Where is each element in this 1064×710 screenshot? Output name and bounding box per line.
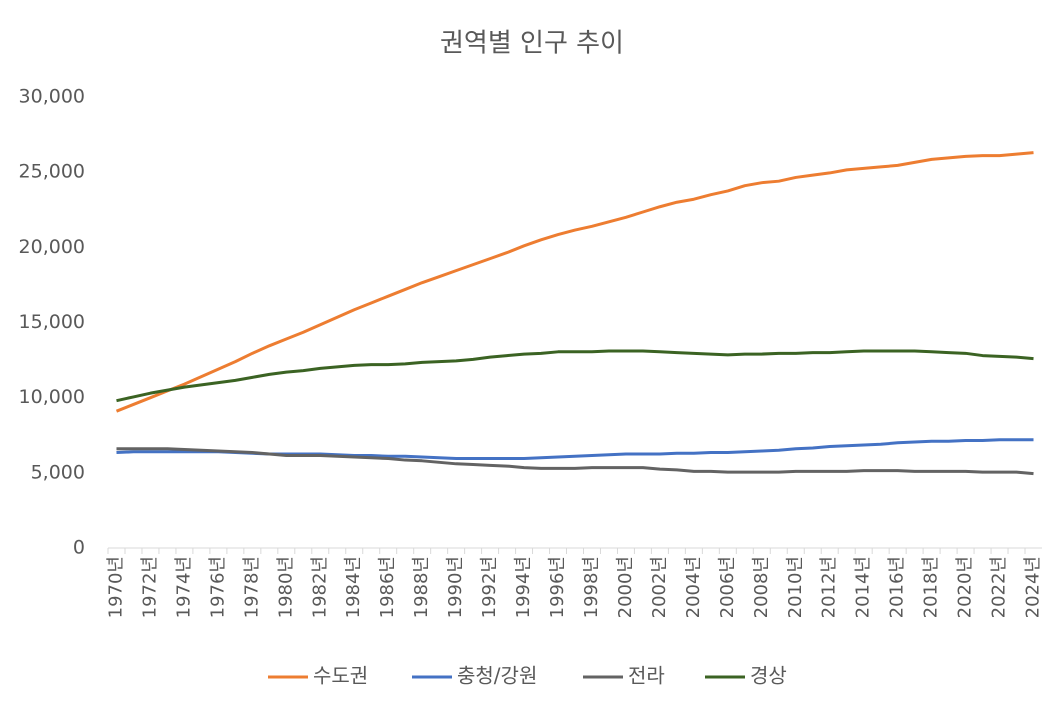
x-tick-label: 2008년: [751, 556, 772, 618]
x-tick-label: 2002년: [649, 556, 670, 618]
x-tick-label: 2024년: [1023, 556, 1044, 618]
x-tick-label: 2004년: [683, 556, 704, 618]
x-tick-label: 1986년: [377, 556, 398, 618]
x-tick-label: 2006년: [717, 556, 738, 618]
legend-label: 전라: [628, 664, 665, 688]
x-tick-label: 2018년: [921, 556, 942, 618]
x-tick-label: 1994년: [513, 556, 534, 618]
x-tick-label: 2010년: [785, 556, 806, 618]
x-tick-label: 1980년: [275, 556, 296, 618]
x-tick-label: 1990년: [445, 556, 466, 618]
y-tick-label: 20,000: [19, 236, 85, 258]
x-tick-label: 1974년: [173, 556, 194, 618]
y-tick-label: 5,000: [31, 461, 85, 483]
legend-label: 수도권: [313, 664, 368, 688]
y-tick-label: 0: [73, 537, 85, 559]
series-line: [115, 151, 1034, 413]
x-tick-label: 1970년: [105, 556, 126, 618]
x-tick-label: 2016년: [887, 556, 908, 618]
x-tick-label: 2022년: [989, 556, 1010, 618]
x-tick-label: 2020년: [955, 556, 976, 618]
series-line: [116, 349, 1034, 403]
x-tick-label: 1982년: [309, 556, 330, 618]
x-tick-label: 1998년: [581, 556, 602, 618]
x-tick-label: 2012년: [819, 556, 840, 618]
x-tick-label: 1988년: [411, 556, 432, 618]
series-line: [116, 447, 1034, 476]
series-line: [116, 438, 1034, 461]
x-tick-label: 1984년: [343, 556, 364, 618]
y-tick-label: 30,000: [19, 86, 85, 108]
legend-label: 경상: [750, 664, 787, 688]
chart-title: 권역별 인구 추이: [440, 29, 624, 59]
x-tick-label: 1996년: [547, 556, 568, 618]
y-tick-label: 25,000: [19, 161, 85, 183]
x-tick-label: 1972년: [139, 556, 160, 618]
x-tick-label: 1992년: [479, 556, 500, 618]
legend-label: 충청/강원: [457, 664, 537, 688]
x-tick-label: 2000년: [615, 556, 636, 618]
y-tick-label: 15,000: [19, 311, 85, 333]
x-tick-label: 1978년: [241, 556, 262, 618]
y-tick-label: 10,000: [19, 386, 85, 408]
x-tick-label: 2014년: [853, 556, 874, 618]
x-tick-label: 1976년: [207, 556, 228, 618]
